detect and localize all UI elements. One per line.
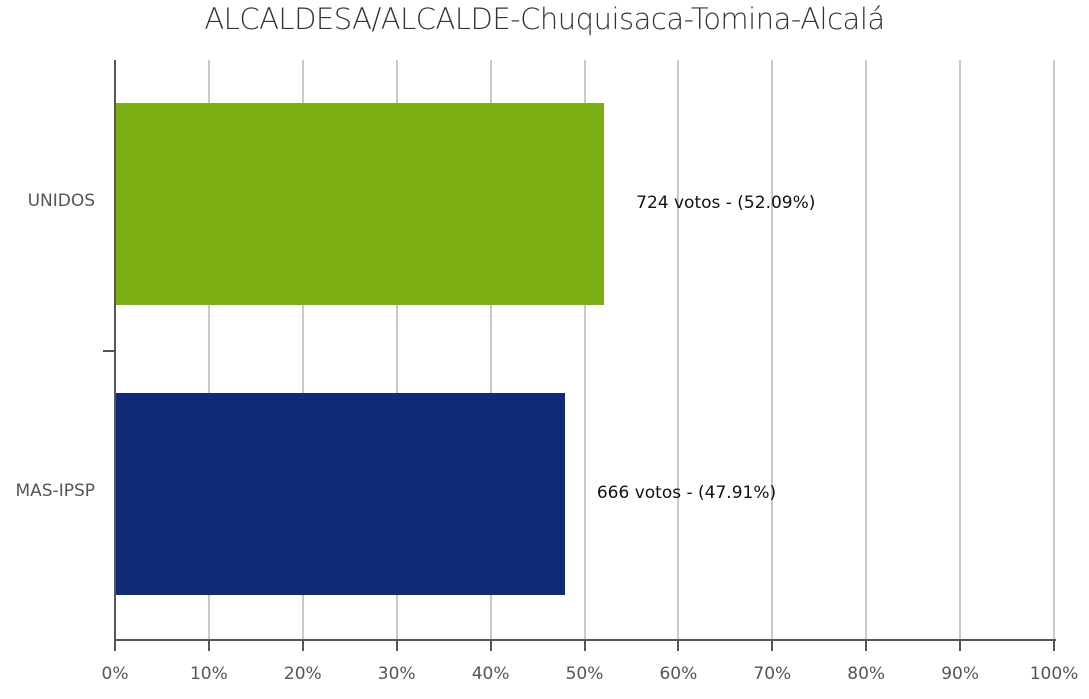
bar-mas-ipsp[interactable] <box>115 393 565 595</box>
y-category-label: MAS-IPSP <box>15 481 95 501</box>
gridline <box>489 60 492 640</box>
bar-unidos[interactable] <box>115 103 605 305</box>
x-tick <box>301 640 304 651</box>
bar-data-label: 666 votos - (47.91%) <box>596 483 777 503</box>
x-tick-label: 0% <box>101 664 129 684</box>
x-tick-label: 60% <box>659 664 698 684</box>
y-axis-line <box>114 60 116 640</box>
chart-title: ALCALDESA/ALCALDE-Chuquisaca-Tomina-Alca… <box>204 2 885 36</box>
category-divider-tick <box>103 350 115 352</box>
x-tick <box>395 640 398 651</box>
gridline <box>395 60 398 640</box>
plot-area: 724 votos - (52.09%) 666 votos - (47.91%) <box>115 60 1055 640</box>
x-tick-label: 10% <box>189 664 228 684</box>
x-tick <box>1053 640 1055 651</box>
x-tick-label: 90% <box>941 664 979 684</box>
x-tick <box>489 640 492 651</box>
gridline <box>677 60 680 640</box>
x-tick <box>114 640 116 651</box>
x-tick-label: 50% <box>565 664 604 684</box>
y-category-label: UNIDOS <box>27 191 95 211</box>
x-tick <box>583 640 586 651</box>
gridline <box>959 60 962 640</box>
x-tick <box>207 640 210 651</box>
x-tick-label: 40% <box>471 664 510 684</box>
gridline <box>771 60 774 640</box>
gridline <box>865 60 868 640</box>
x-tick <box>771 640 774 651</box>
gridline <box>583 60 586 640</box>
x-tick <box>865 640 868 651</box>
x-tick-label: 20% <box>283 664 322 684</box>
gridline <box>1053 60 1055 640</box>
bar-data-label: 724 votos - (52.09%) <box>636 193 816 213</box>
x-tick-label: 30% <box>377 664 416 684</box>
x-tick-label: 100% <box>1029 664 1079 684</box>
x-tick-label: 70% <box>753 664 792 684</box>
x-tick <box>959 640 962 651</box>
x-tick <box>677 640 680 651</box>
gridline <box>301 60 304 640</box>
gridline <box>207 60 210 640</box>
x-tick-label: 80% <box>847 664 886 684</box>
